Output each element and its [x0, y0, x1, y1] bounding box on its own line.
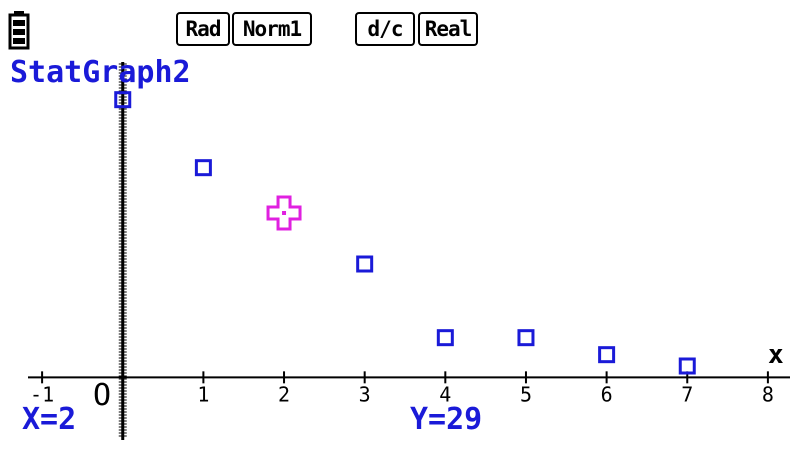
x-tick-label: 3	[359, 382, 371, 406]
origin-label: O	[93, 378, 112, 413]
scatter-points	[114, 91, 696, 375]
x-tick-label: 6	[601, 382, 613, 406]
cursor-y-readout: Y=29	[410, 402, 483, 437]
data-point	[194, 159, 212, 177]
x-axis-ticks: -1 1 2 3 4 5 6 7 8	[30, 371, 774, 406]
status-bar: Rad Norm1 d/c Real	[0, 0, 796, 56]
fraction-mode-indicator: d/c	[355, 12, 415, 46]
graph-axes	[28, 62, 790, 440]
data-point	[517, 329, 535, 347]
complex-mode-indicator: Real	[418, 12, 478, 46]
angle-mode-indicator: Rad	[176, 12, 230, 46]
data-point	[598, 346, 616, 364]
x-axis-label: x	[768, 340, 784, 370]
trace-cursor-center	[282, 211, 287, 215]
data-point	[436, 329, 454, 347]
cursor-x-readout: X=2	[22, 402, 77, 437]
trace-cursor-icon[interactable]	[266, 195, 302, 231]
graph-title: StatGraph2	[10, 55, 191, 90]
data-point	[114, 91, 132, 109]
x-tick-label: 8	[762, 382, 774, 406]
x-tick-label: -1	[30, 382, 54, 406]
x-tick-label: 2	[278, 382, 290, 406]
data-point	[678, 357, 696, 375]
x-tick-label: 5	[520, 382, 532, 406]
display-mode-indicator: Norm1	[232, 12, 312, 46]
battery-icon	[8, 11, 30, 50]
x-tick-label: 4	[439, 382, 451, 406]
x-tick-label: 7	[681, 382, 693, 406]
data-point	[356, 255, 374, 273]
x-tick-label: 1	[197, 382, 209, 406]
y-axis-hatching	[118, 63, 127, 437]
